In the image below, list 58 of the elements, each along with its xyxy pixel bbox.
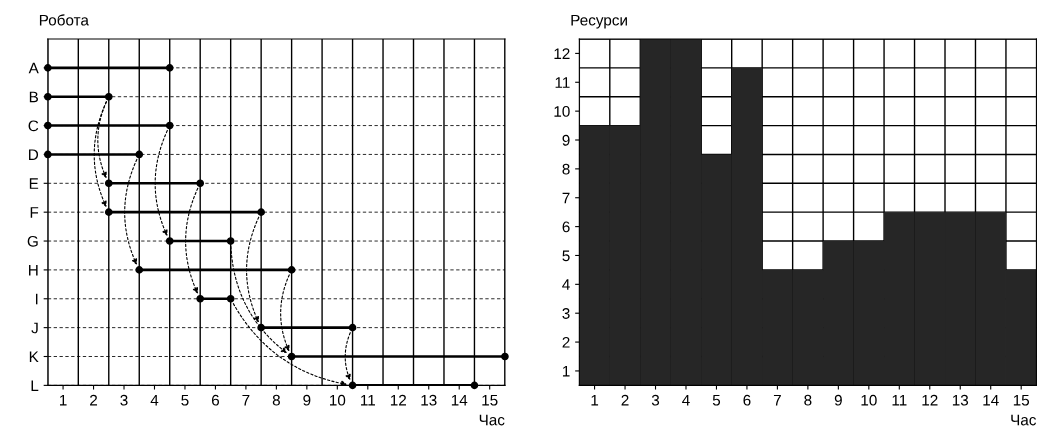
y-tick-label: K xyxy=(29,351,39,363)
y-tick-label: H xyxy=(29,264,38,276)
y-tick-label: 7 xyxy=(562,192,570,204)
x-tick-label: 15 xyxy=(482,394,498,406)
y-tick-label: 3 xyxy=(562,308,570,319)
x-tick-label: 2 xyxy=(621,394,629,406)
x-tick-label: 4 xyxy=(150,394,159,406)
y-tick-label: E xyxy=(29,178,39,189)
y-tick-label: 12 xyxy=(554,48,570,59)
y-tick-label: 5 xyxy=(562,250,570,262)
x-tick-label: 13 xyxy=(952,394,969,406)
x-tick-label: 7 xyxy=(242,394,250,406)
x-tick-label: 10 xyxy=(329,394,346,406)
x-tick-label: 2 xyxy=(90,394,98,406)
x-tick-label: 7 xyxy=(773,394,781,406)
x-tick-label: 10 xyxy=(861,394,877,406)
x-axis-title: Час xyxy=(479,414,505,426)
y-tick-label: 10 xyxy=(554,106,570,117)
x-tick-label: 3 xyxy=(651,394,660,406)
x-tick-label: 11 xyxy=(892,394,907,406)
x-tick-label: 6 xyxy=(743,394,751,406)
y-tick-label: 1 xyxy=(562,365,570,377)
y-tick-label: F xyxy=(30,207,39,218)
x-tick-label: 1 xyxy=(59,394,67,406)
x-tick-label: 5 xyxy=(712,394,721,406)
y-tick-label: 8 xyxy=(562,163,570,175)
y-tick-label: 11 xyxy=(555,77,570,88)
y-axis-title: Робота xyxy=(39,14,89,26)
y-tick-label: J xyxy=(31,322,38,334)
y-axis-title: Ресурси xyxy=(571,14,627,29)
y-tick-label: 4 xyxy=(562,279,570,290)
x-tick-label: 12 xyxy=(922,394,938,406)
x-tick-label: 9 xyxy=(303,394,311,406)
y-tick-label: G xyxy=(27,235,38,247)
x-tick-label: 14 xyxy=(983,394,999,406)
x-tick-label: 9 xyxy=(834,394,842,406)
y-tick-label: C xyxy=(28,120,39,132)
x-tick-label: 13 xyxy=(421,394,437,406)
y-tick-label: A xyxy=(28,62,39,74)
x-axis-title: Час xyxy=(1011,414,1037,426)
x-tick-label: 4 xyxy=(682,394,690,406)
x-tick-label: 11 xyxy=(361,394,375,406)
x-tick-label: 3 xyxy=(120,394,128,406)
y-tick-label: I xyxy=(35,293,38,305)
x-tick-label: 8 xyxy=(272,394,280,406)
y-tick-label: 9 xyxy=(562,134,570,146)
y-tick-label: 2 xyxy=(562,336,570,348)
y-tick-label: B xyxy=(29,91,38,103)
x-tick-label: 8 xyxy=(804,394,812,406)
y-tick-label: L xyxy=(31,380,39,391)
x-tick-label: 12 xyxy=(390,394,406,406)
x-tick-label: 14 xyxy=(451,394,468,406)
x-tick-label: 5 xyxy=(181,394,189,406)
y-tick-label: D xyxy=(29,149,39,160)
x-tick-label: 1 xyxy=(591,394,599,406)
x-tick-label: 6 xyxy=(211,394,220,406)
y-tick-label: 6 xyxy=(562,221,570,233)
x-tick-label: 15 xyxy=(1013,394,1030,406)
